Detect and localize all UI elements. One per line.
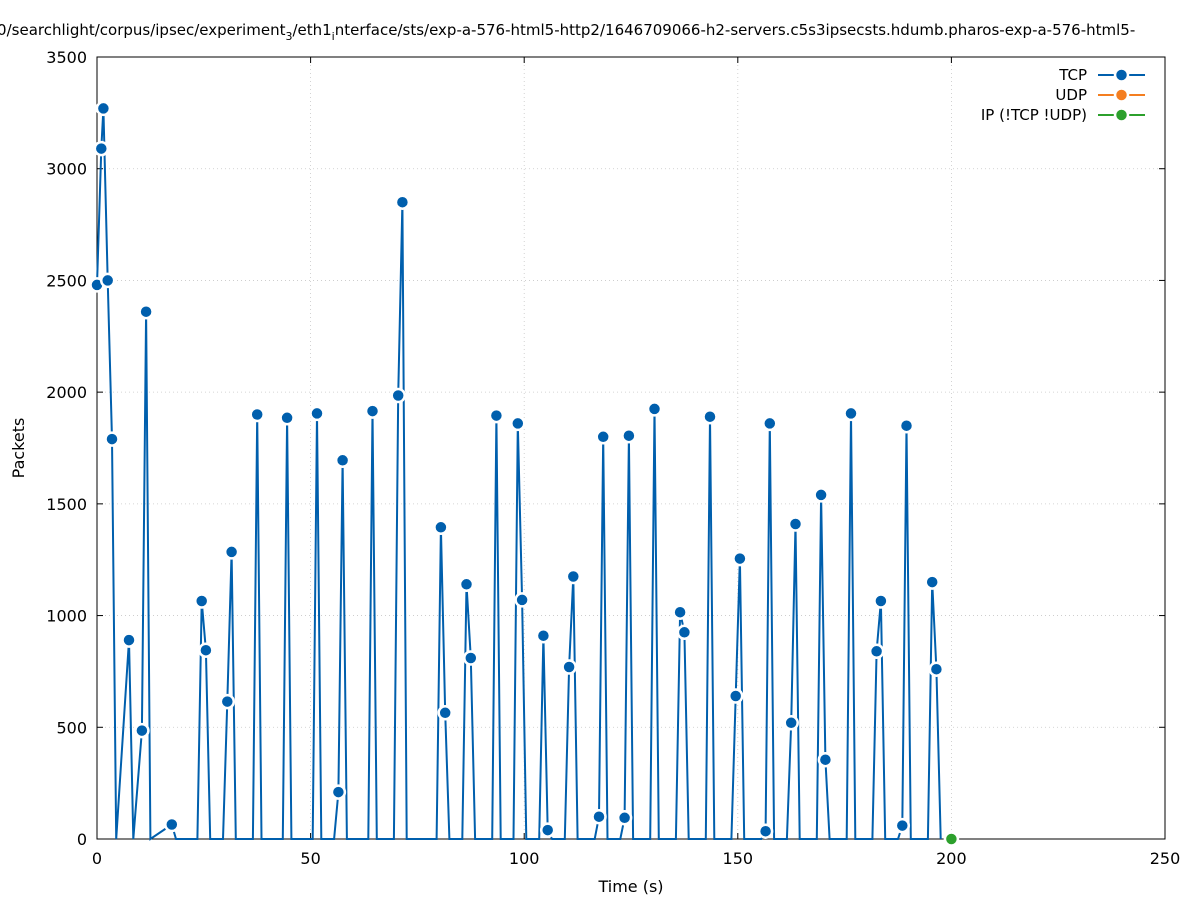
data-point bbox=[591, 808, 607, 825]
y-tick-label: 500 bbox=[56, 718, 87, 737]
y-axis-label: Packets bbox=[9, 418, 28, 479]
data-point bbox=[193, 593, 210, 609]
data-point bbox=[783, 715, 799, 731]
legend-swatch-marker bbox=[1113, 87, 1130, 103]
data-point bbox=[595, 429, 611, 445]
data-point bbox=[514, 592, 530, 608]
data-point bbox=[99, 272, 116, 289]
data-point bbox=[843, 405, 859, 422]
data-point bbox=[924, 574, 940, 590]
data-point bbox=[727, 688, 744, 704]
y-tick-label: 1500 bbox=[46, 495, 87, 514]
data-point bbox=[334, 452, 351, 469]
data-point bbox=[672, 604, 688, 620]
series-layer bbox=[89, 100, 960, 847]
data-point bbox=[561, 659, 577, 675]
data-point bbox=[757, 823, 774, 839]
data-point bbox=[364, 403, 381, 419]
legend-label: TCP bbox=[1058, 66, 1087, 84]
data-point bbox=[463, 650, 479, 666]
series-0 bbox=[89, 100, 945, 841]
data-point bbox=[898, 417, 915, 434]
y-tick-label: 2000 bbox=[46, 383, 87, 402]
data-point bbox=[817, 751, 834, 768]
data-point bbox=[433, 519, 449, 536]
data-point bbox=[104, 431, 120, 447]
data-point bbox=[894, 817, 911, 834]
legend-label: IP (!TCP !UDP) bbox=[981, 106, 1087, 124]
plot-frame bbox=[96, 56, 1166, 840]
data-point bbox=[93, 140, 110, 157]
data-point bbox=[223, 544, 240, 560]
data-point bbox=[510, 415, 526, 432]
data-point bbox=[437, 705, 453, 721]
data-point bbox=[121, 632, 137, 648]
series-line bbox=[96, 108, 942, 841]
data-point bbox=[219, 693, 236, 710]
data-point bbox=[873, 593, 889, 609]
data-point bbox=[539, 822, 556, 838]
data-point bbox=[249, 406, 265, 423]
x-tick-label: 150 bbox=[723, 849, 754, 868]
data-point bbox=[458, 576, 475, 593]
data-point bbox=[621, 427, 637, 444]
x-axis-label: Time (s) bbox=[597, 877, 663, 896]
data-point bbox=[646, 401, 663, 417]
y-tick-label: 0 bbox=[77, 830, 87, 849]
data-point bbox=[330, 784, 347, 800]
legend-label: UDP bbox=[1055, 86, 1087, 104]
data-point bbox=[616, 810, 633, 826]
legend-swatch-marker bbox=[1113, 107, 1130, 123]
data-point bbox=[928, 661, 945, 677]
axis-ticks: 0 500 1000 1500 2000 2500 3000 3500 0 50 100 150 200… bbox=[46, 48, 1180, 868]
data-point bbox=[488, 407, 505, 424]
y-tick-label: 1000 bbox=[46, 607, 87, 626]
data-point bbox=[787, 516, 804, 532]
legend: TCP UDP IP (!TCP !UDP) bbox=[981, 66, 1145, 124]
x-tick-label: 100 bbox=[509, 849, 540, 868]
y-tick-label: 3500 bbox=[46, 48, 87, 67]
data-point bbox=[95, 100, 112, 117]
data-point bbox=[732, 550, 748, 567]
data-point bbox=[390, 387, 406, 404]
x-tick-label: 200 bbox=[936, 849, 967, 868]
data-point bbox=[565, 568, 582, 585]
data-point bbox=[676, 624, 693, 641]
data-point bbox=[762, 415, 778, 432]
data-point bbox=[164, 816, 180, 833]
y-tick-label: 2500 bbox=[46, 271, 87, 290]
data-point bbox=[279, 410, 295, 426]
data-point bbox=[394, 194, 411, 210]
x-tick-label: 0 bbox=[92, 849, 102, 868]
data-point bbox=[702, 408, 718, 425]
data-point bbox=[943, 831, 960, 847]
legend-swatch-marker bbox=[1113, 67, 1130, 83]
data-point bbox=[198, 642, 214, 658]
x-tick-label: 250 bbox=[1150, 849, 1181, 868]
data-point bbox=[868, 643, 885, 660]
chart-title: /0/searchlight/corpus/ipsec/experiment3/… bbox=[0, 21, 1135, 43]
x-tick-label: 50 bbox=[300, 849, 320, 868]
y-tick-label: 3000 bbox=[46, 160, 87, 179]
data-point bbox=[134, 722, 150, 739]
data-point bbox=[535, 627, 552, 644]
series-2 bbox=[943, 831, 960, 847]
data-point bbox=[813, 487, 829, 503]
data-point bbox=[309, 405, 325, 422]
data-point bbox=[138, 303, 154, 320]
